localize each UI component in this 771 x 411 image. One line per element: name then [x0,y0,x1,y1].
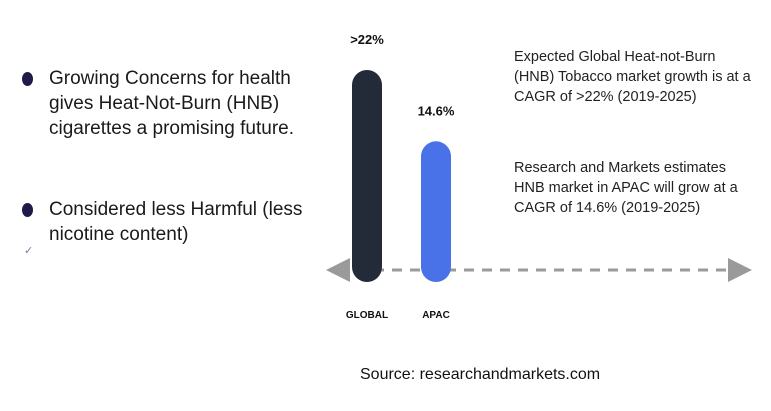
note-global-growth: Expected Global Heat-not-Burn (HNB) Toba… [514,49,751,105]
bar-global [352,70,382,282]
category-label-apac: APAC [422,310,450,321]
bullet-health-concerns: Growing Concerns for health gives Heat-N… [22,66,322,141]
bullet-dot-icon [22,72,33,86]
bar-apac [421,141,451,282]
bullet-dot-icon [22,203,33,217]
bullet-text: Considered less Harmful (less nicotine c… [49,199,303,245]
note-apac-growth: Research and Markets estimates HNB marke… [514,160,738,216]
bullet-text: Growing Concerns for health gives Heat-N… [49,68,295,139]
value-label-apac: 14.6% [418,103,455,118]
bullet-less-harmful: Considered less Harmful (less nicotine c… [22,197,322,247]
check-mark-icon: ✓ [24,245,34,257]
value-label-global: >22% [350,32,384,47]
category-label-global: GLOBAL [346,310,388,321]
source-caption: Source: researchandmarkets.com [360,366,601,383]
